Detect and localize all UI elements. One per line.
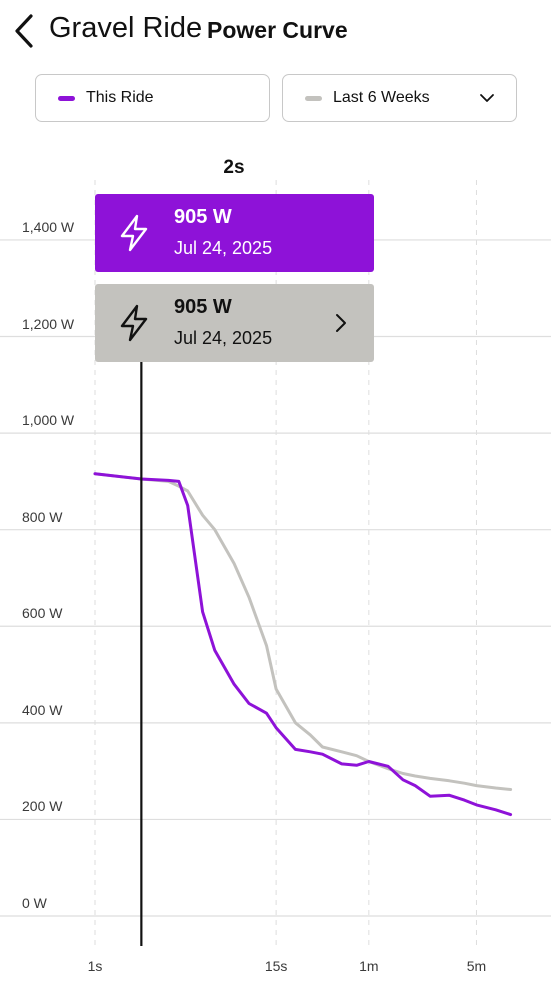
y-tick-label: 1,000 W — [22, 412, 75, 429]
power-curve-chart[interactable] — [0, 140, 551, 960]
page-title: Gravel Ride — [49, 12, 203, 44]
this-ride-power-value: 905 W — [174, 206, 232, 228]
header: Gravel Ride Power Curve — [0, 0, 551, 62]
series-line-last-6-weeks — [93, 472, 513, 791]
y-tick-label: 1,200 W — [22, 315, 75, 332]
lightning-bolt-icon — [120, 214, 148, 252]
last-6-weeks-value-card[interactable]: 905 W Jul 24, 2025 — [95, 284, 374, 362]
this-ride-value-card: 905 W Jul 24, 2025 — [95, 194, 374, 272]
x-tick-label: 1m — [359, 958, 379, 974]
x-tick-label: 5m — [466, 958, 487, 974]
last-6-weeks-date: Jul 24, 2025 — [174, 328, 273, 348]
page-subtitle: Power Curve — [207, 17, 348, 43]
cursor-duration-label: 2s — [223, 157, 245, 178]
this-ride-swatch-icon — [58, 96, 75, 101]
x-tick-label: 1s — [87, 958, 103, 974]
last-6-weeks-power-value: 905 W — [174, 296, 232, 318]
x-tick-label: 15s — [264, 958, 288, 974]
y-tick-label: 1,400 W — [22, 218, 75, 235]
chevron-left-icon — [15, 14, 33, 48]
lightning-bolt-icon — [120, 304, 148, 342]
this-ride-date: Jul 24, 2025 — [174, 238, 273, 258]
chevron-down-icon — [480, 94, 494, 102]
y-tick-label: 600 W — [22, 605, 63, 622]
period-swatch-icon — [305, 96, 322, 101]
back-button[interactable] — [10, 12, 40, 50]
period-dropdown[interactable]: Last 6 Weeks — [282, 74, 517, 122]
chevron-right-icon — [336, 314, 346, 332]
y-tick-label: 800 W — [22, 508, 63, 525]
series-line-this-ride — [93, 472, 513, 817]
period-label: Last 6 Weeks — [333, 89, 430, 106]
this-ride-filter-button[interactable]: This Ride — [35, 74, 270, 122]
this-ride-label: This Ride — [86, 89, 154, 106]
y-tick-label: 400 W — [22, 701, 63, 718]
y-tick-label: 200 W — [22, 798, 63, 815]
y-tick-label: 0 W — [22, 895, 47, 911]
